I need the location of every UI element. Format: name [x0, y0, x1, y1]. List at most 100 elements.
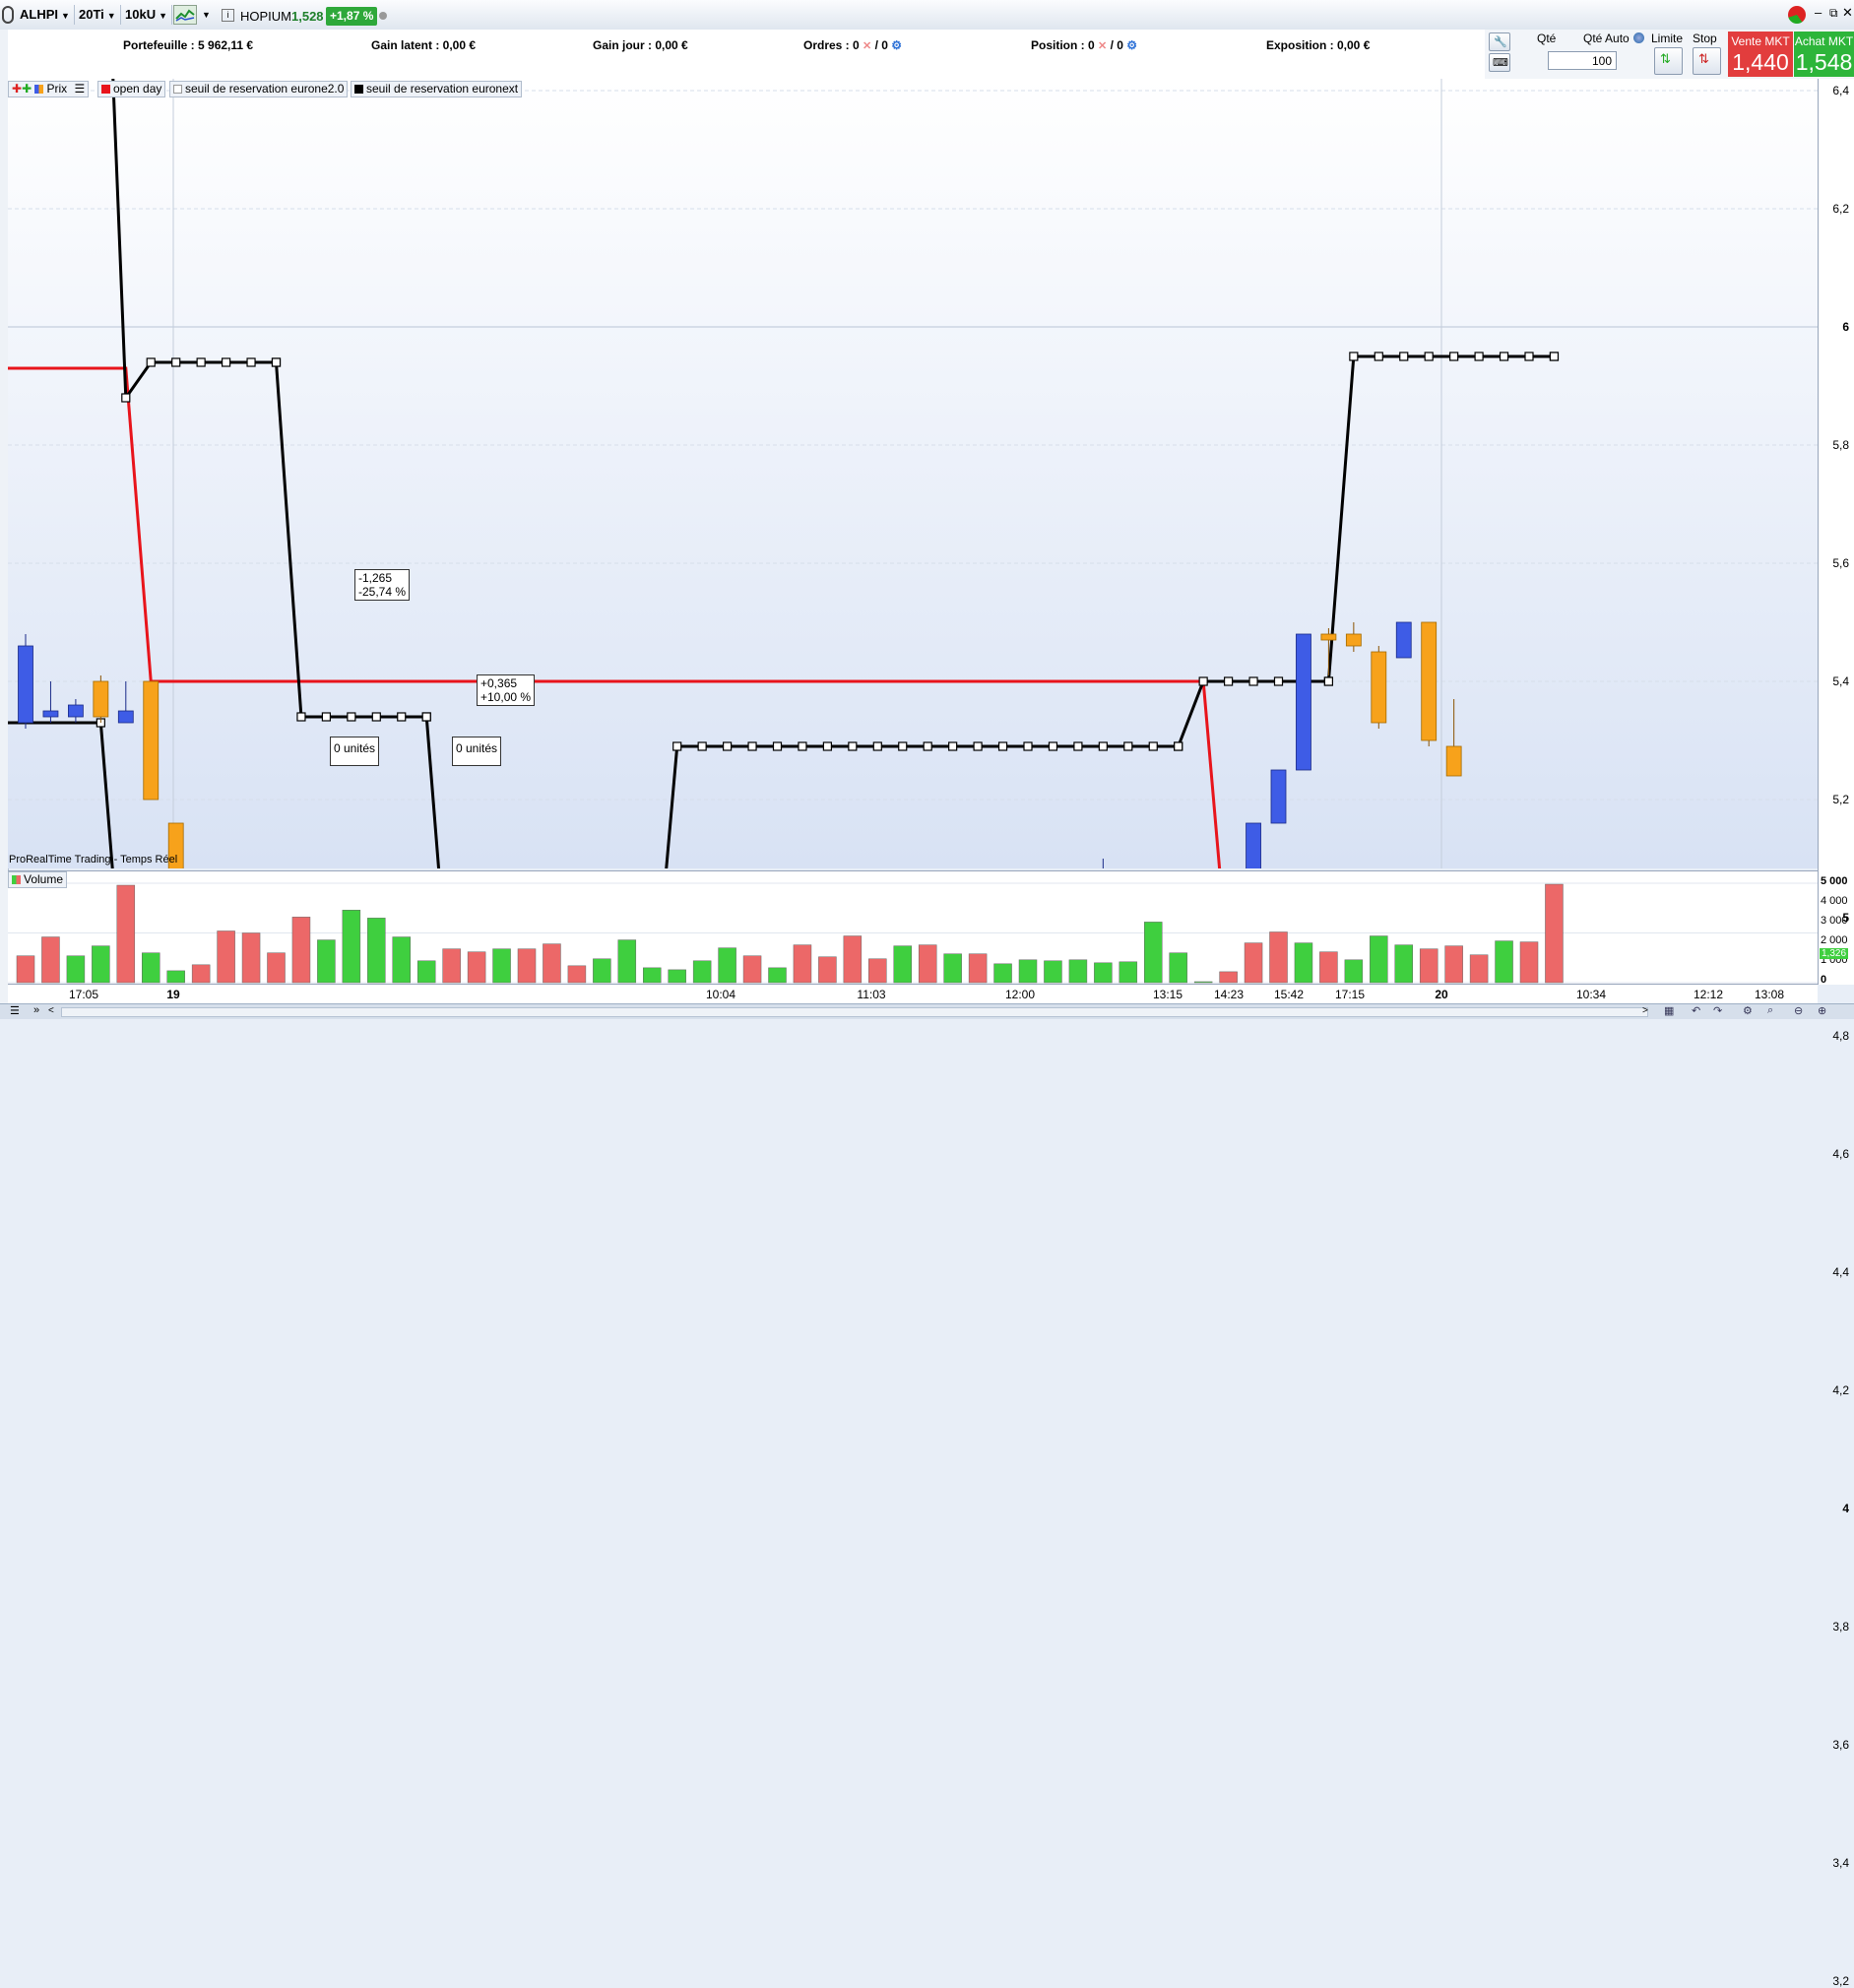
- orders-count[interactable]: Ordres : 0 ✕ / 0 ⚙: [803, 38, 902, 52]
- legend-seuil-euronext-label: seuil de reservation euronext: [366, 82, 519, 96]
- threshold-marker: [1524, 352, 1534, 361]
- threshold-marker: [672, 741, 682, 751]
- zoom-in-icon[interactable]: ⊕: [1818, 1005, 1827, 1017]
- volume-bar: [116, 884, 136, 984]
- threshold-marker: [1073, 741, 1083, 751]
- symbol-dropdown[interactable]: ALHPI ▼: [16, 5, 75, 25]
- candle-body: [1320, 633, 1337, 641]
- keyboard-icon[interactable]: ⌨: [1489, 53, 1510, 72]
- candle-body: [117, 710, 134, 724]
- daily-gain: Gain jour : 0,00 €: [593, 38, 688, 52]
- scroll-right-icon[interactable]: >: [1642, 1005, 1648, 1016]
- menu-icon[interactable]: ☰: [10, 1005, 20, 1017]
- stop-order-icon: ⇅: [1698, 51, 1709, 66]
- chevron-down-icon: ▼: [106, 11, 116, 21]
- volume-bar: [643, 967, 662, 984]
- legend-volume[interactable]: Volume: [8, 871, 68, 888]
- wrench-icon[interactable]: 🔧: [1489, 32, 1510, 51]
- info-icon[interactable]: i: [222, 9, 234, 22]
- chart-settings-icon[interactable]: ⚙: [1743, 1005, 1753, 1017]
- fast-forward-icon[interactable]: »: [33, 1004, 40, 1016]
- threshold-marker: [1374, 352, 1383, 361]
- black-swatch-icon: [354, 85, 363, 94]
- units-dropdown[interactable]: 10kU ▼: [121, 5, 172, 25]
- legend-open-day[interactable]: open day: [97, 81, 166, 97]
- calendar-icon[interactable]: ▦: [1664, 1005, 1675, 1017]
- stop-order-button[interactable]: ⇅: [1693, 47, 1721, 75]
- buy-market-button[interactable]: Achat MKT 1,548: [1794, 32, 1854, 77]
- chevron-down-icon[interactable]: ▼: [202, 10, 211, 20]
- line-chart-icon: [175, 9, 195, 22]
- threshold-marker: [146, 357, 156, 367]
- volume-bar: [1068, 959, 1088, 984]
- alert-dot-icon[interactable]: [379, 12, 387, 20]
- chart-type-button[interactable]: [173, 5, 197, 25]
- watermark-text: ProRealTime Trading - Temps Réel: [9, 854, 178, 866]
- quantity-label: Qté: [1537, 32, 1557, 45]
- threshold-marker: [1273, 676, 1284, 686]
- globe-icon[interactable]: [1633, 32, 1644, 43]
- undo-icon[interactable]: ↶: [1692, 1005, 1701, 1017]
- symbol-label: ALHPI: [20, 7, 58, 22]
- position-count[interactable]: Position : 0 ✕ / 0 ⚙: [1031, 38, 1137, 52]
- volume-bar: [993, 963, 1012, 984]
- position-label: Position : 0: [1031, 38, 1095, 52]
- units-annotation-left: 0 unités: [330, 737, 380, 766]
- volume-bar: [1419, 948, 1438, 984]
- price-axis[interactable]: 6,4 6,2 6 5,8 5,6 5,4 5,2 5 4,8 4,6 4,4 4,2 4 3,8 3,6 3…: [1818, 79, 1854, 1988]
- refresh-icon[interactable]: [1788, 6, 1806, 24]
- candle-body: [42, 710, 59, 718]
- top-toolbar: ALHPI ▼ 20Ti ▼ 10kU ▼ ▼ i HOPIUM 1,528 +1,8…: [0, 0, 1854, 31]
- zoom-area-icon[interactable]: ⌕: [1767, 1004, 1774, 1016]
- horizontal-scrollbar[interactable]: [61, 1007, 1648, 1017]
- threshold-marker: [1148, 741, 1158, 751]
- threshold-marker: [822, 741, 833, 751]
- close-icon[interactable]: ✕: [1842, 5, 1853, 20]
- volume-bar: [416, 960, 436, 984]
- volume-bar: [943, 953, 962, 984]
- time-tick-label: 19: [166, 988, 180, 1001]
- threshold-marker: [1549, 352, 1560, 361]
- price-chart[interactable]: ✚✚ Prix ☰ open day seuil de reservation …: [8, 79, 1818, 868]
- time-tick-label: 11:03: [857, 988, 886, 1001]
- candle-body: [68, 704, 84, 718]
- threshold-marker: [697, 741, 707, 751]
- volume-bar: [142, 952, 160, 984]
- volume-bar: [1545, 883, 1564, 984]
- zoom-out-icon[interactable]: ⊖: [1794, 1005, 1804, 1017]
- volume-bar: [818, 956, 837, 984]
- chevron-down-icon: ▼: [159, 11, 167, 21]
- quantity-input[interactable]: [1548, 51, 1617, 70]
- volume-bar: [517, 948, 537, 984]
- candle-body: [1445, 745, 1462, 777]
- legend-seuil-eurone-label: seuil de reservation eurone2.0: [185, 82, 345, 96]
- time-tick-label: 12:12: [1693, 988, 1724, 1001]
- volume-tick-label: 5 000: [1821, 875, 1848, 887]
- rise-percent: +10,00 %: [480, 690, 532, 704]
- auto-quantity-label[interactable]: Qté Auto: [1583, 32, 1630, 45]
- chevron-down-icon: ▼: [61, 11, 70, 21]
- volume-bar: [593, 958, 611, 984]
- threshold-marker: [171, 357, 181, 367]
- threshold-marker: [271, 357, 282, 367]
- redo-icon[interactable]: ↷: [1713, 1005, 1723, 1017]
- legend-prix[interactable]: ✚✚ Prix ☰: [8, 81, 90, 97]
- scroll-left-icon[interactable]: <: [48, 1005, 54, 1016]
- candles: [18, 621, 1462, 868]
- limit-order-button[interactable]: ⇅: [1654, 47, 1683, 75]
- volume-bar: [1370, 935, 1388, 984]
- volume-panel[interactable]: Volume: [8, 870, 1818, 985]
- threshold-marker: [973, 741, 983, 751]
- minimize-icon[interactable]: –: [1815, 5, 1822, 20]
- volume-tick-label: 3 000: [1821, 915, 1848, 927]
- legend-seuil-eurone[interactable]: seuil de reservation eurone2.0: [169, 81, 349, 97]
- volume-bar: [1344, 959, 1364, 984]
- sell-market-button[interactable]: Vente MKT 1,440: [1728, 32, 1793, 77]
- legend-seuil-euronext[interactable]: seuil de reservation euronext: [351, 81, 523, 97]
- link-icon[interactable]: [2, 6, 14, 24]
- time-axis[interactable]: 17:05 19 10:04 11:03 12:00 13:15 14:23 15:42 17:…: [8, 984, 1818, 1004]
- timeframe-dropdown[interactable]: 20Ti ▼: [75, 5, 121, 25]
- price-tick-label: 5,8: [1832, 438, 1849, 452]
- restore-icon[interactable]: ⧉: [1829, 6, 1838, 20]
- volume-bar: [1269, 931, 1288, 984]
